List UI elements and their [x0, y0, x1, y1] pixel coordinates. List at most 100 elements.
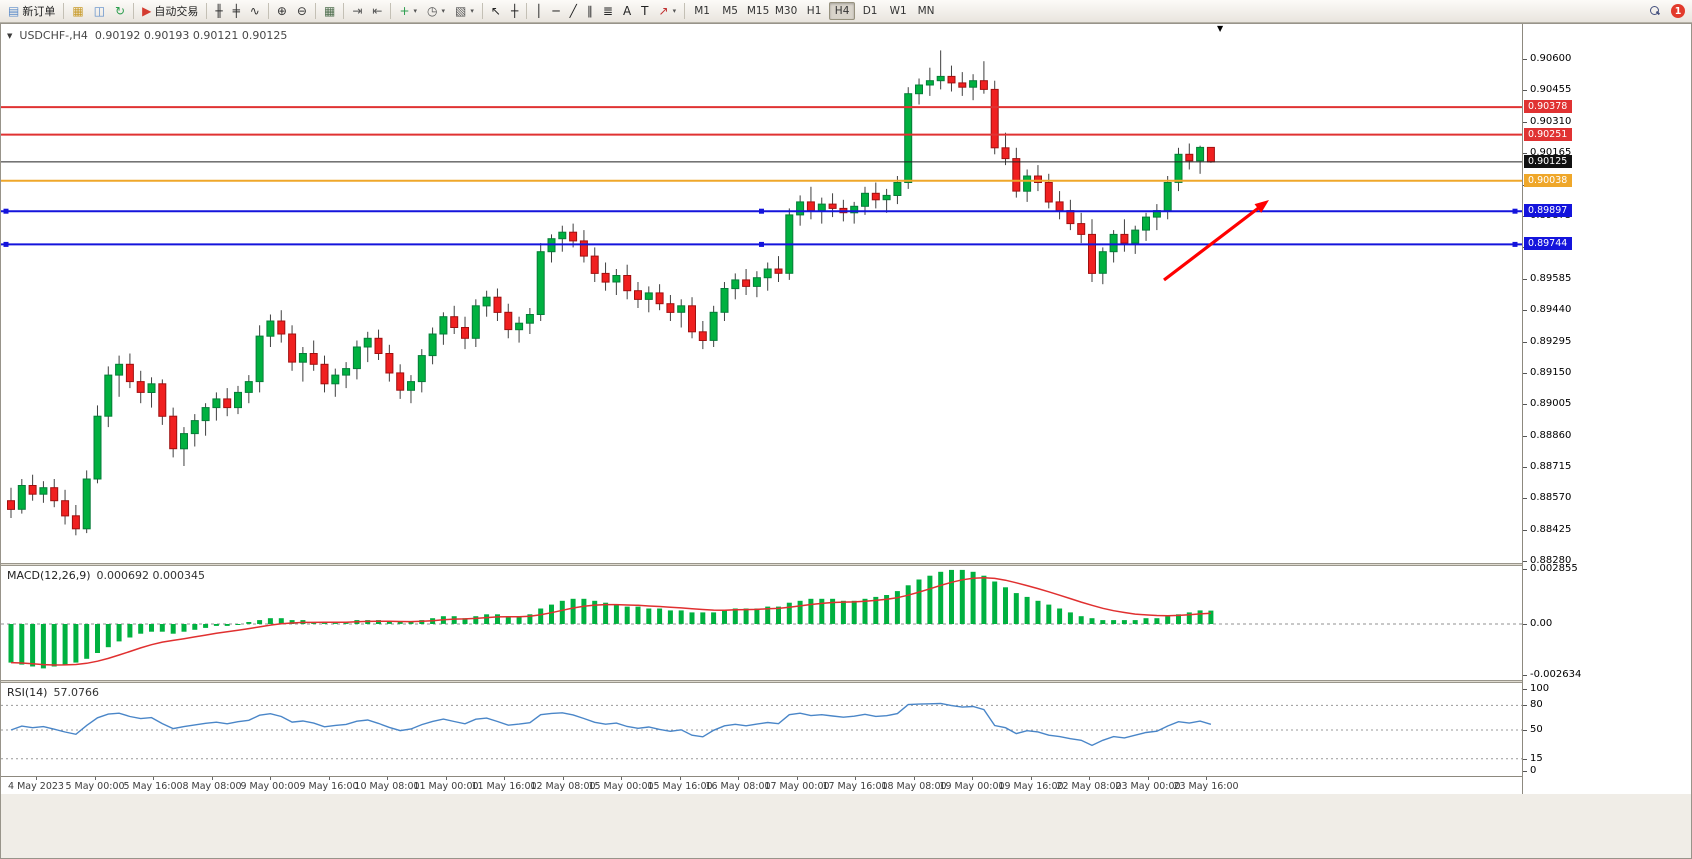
line-handle[interactable]	[759, 241, 764, 247]
price-level-flag: 0.90251	[1524, 128, 1572, 141]
timeframe-h1-button[interactable]: H1	[801, 2, 827, 20]
rsi-axis: 100 80 50 15 0	[1523, 683, 1691, 776]
cursor-button[interactable]: ↖	[486, 2, 506, 21]
templates-button[interactable]: ▧ ▾	[450, 2, 479, 21]
axis-divider	[1522, 24, 1523, 794]
timeframe-m30-button[interactable]: M30	[773, 2, 799, 20]
line-handle[interactable]	[759, 208, 764, 214]
time-label: 12 May 08:00	[530, 781, 596, 792]
macd-tick-label: -0.002634	[1530, 669, 1582, 680]
line-handle[interactable]	[1512, 241, 1518, 247]
axis-tick	[1523, 467, 1527, 468]
refresh-button[interactable]: ↻	[110, 2, 130, 21]
trendline-icon: ╱	[569, 4, 577, 18]
channel-button[interactable]: ∥	[582, 2, 598, 21]
axis-tick	[1523, 730, 1527, 731]
time-axis[interactable]: 4 May 2023 5 May 00:00 5 May 16:00 8 May 08…	[1, 776, 1691, 794]
macd-chart	[1, 569, 1522, 669]
axis-tick	[1523, 90, 1527, 91]
toolbar-separator	[63, 3, 65, 19]
market-watch-button[interactable]: ▦	[67, 2, 88, 21]
line-handle[interactable]	[3, 208, 9, 214]
toolbar-separator	[684, 3, 686, 19]
axis-tick	[1523, 569, 1527, 570]
crosshair-button[interactable]: ┼	[506, 2, 523, 21]
macd-tick-label: 0.00	[1530, 618, 1553, 629]
axis-tick	[1523, 624, 1527, 625]
bar-chart-button[interactable]: ╫	[210, 2, 227, 21]
pane-splitter[interactable]	[1, 680, 1691, 683]
fibonacci-button[interactable]: ≣	[598, 2, 618, 21]
toolbar-right: 1	[1645, 2, 1689, 21]
toolbar-buttons: ▤ 新订单 ▦ ◫ ↻ ▶ 自动交易 ╫ ╪ ∿ ⊕ ⊖ ▦ ⇥ ⇤ + ▾ ◷ ▾ ▧ ▾ ↖ ┼ │ ─ ╱ ∥ ≣ A T ↗ ▾ M1 M…	[3, 0, 940, 22]
axis-tick	[1523, 675, 1527, 676]
auto-scroll-button[interactable]: ⇥	[347, 2, 367, 21]
price-tick-label: 0.89295	[1530, 336, 1572, 347]
new-order-button[interactable]: ▤ 新订单	[3, 2, 60, 21]
time-tick	[153, 777, 154, 780]
dropdown-caret-icon: ▾	[470, 7, 474, 15]
time-label: 11 May 00:00	[413, 781, 479, 792]
price-axis-column[interactable]: 0.906000.904550.903100.901650.900200.898…	[1523, 24, 1691, 794]
search-button[interactable]	[1645, 2, 1665, 21]
chart-collapse-icon[interactable]: ▼	[7, 31, 13, 40]
text-label-button[interactable]: T	[636, 2, 653, 21]
arrows-icon: ↗	[658, 4, 669, 18]
zoom-in-button[interactable]: ⊕	[272, 2, 292, 21]
line-handle[interactable]	[3, 241, 9, 247]
timeframe-m5-button[interactable]: M5	[717, 2, 743, 20]
arrows-button[interactable]: ↗ ▾	[654, 2, 682, 21]
line-chart-button[interactable]: ∿	[245, 2, 265, 21]
trendline-button[interactable]: ╱	[565, 2, 582, 21]
indicators-button[interactable]: + ▾	[394, 2, 422, 21]
timeframe-m1-button[interactable]: M1	[689, 2, 715, 20]
chart-shift-marker[interactable]: ▼	[1217, 24, 1224, 33]
text-button[interactable]: A	[618, 2, 636, 21]
axis-tick	[1523, 310, 1527, 311]
timeframe-d1-button[interactable]: D1	[857, 2, 883, 20]
tile-windows-button[interactable]: ▦	[319, 2, 340, 21]
toolbar-separator	[526, 3, 528, 19]
timeframe-h4-button[interactable]: H4	[829, 2, 856, 20]
candlestick-chart-button[interactable]: ╪	[228, 2, 245, 21]
time-label: 17 May 00:00	[764, 781, 830, 792]
timeframe-m15-button[interactable]: M15	[745, 2, 771, 20]
toolbar: ▤ 新订单 ▦ ◫ ↻ ▶ 自动交易 ╫ ╪ ∿ ⊕ ⊖ ▦ ⇥ ⇤ + ▾ ◷ ▾ ▧ ▾ ↖ ┼ │ ─ ╱ ∥ ≣ A T ↗ ▾ M1 M…	[0, 0, 1692, 23]
new-order-label: 新订单	[22, 5, 56, 18]
macd-axis: 0.002855 0.00 -0.002634	[1523, 563, 1691, 680]
price-level-flag: 0.89897	[1524, 204, 1572, 217]
price-axis: 0.906000.904550.903100.901650.900200.898…	[1523, 24, 1691, 566]
time-tick	[387, 777, 388, 780]
trend-arrow[interactable]	[1163, 200, 1269, 282]
axis-tick	[1523, 373, 1527, 374]
horizontal-line-button[interactable]: ─	[547, 2, 564, 21]
zoom-out-button[interactable]: ⊖	[292, 2, 312, 21]
toolbar-separator	[481, 3, 483, 19]
bar-chart-icon: ╫	[215, 4, 223, 18]
text-label-icon: T	[641, 4, 649, 18]
rsi-pane[interactable]: RSI(14) 57.0766	[1, 683, 1522, 776]
channel-icon: ∥	[586, 4, 593, 18]
auto-trading-button[interactable]: ▶ 自动交易	[137, 2, 203, 21]
price-pane[interactable]: ▼ USDCHF-,H4 0.90192 0.90193 0.90121 0.9…	[1, 24, 1522, 563]
toolbar-separator	[267, 3, 269, 19]
indicators-icon: +	[399, 4, 410, 18]
timeframe-mn-button[interactable]: MN	[913, 2, 939, 20]
time-label: 23 May 16:00	[1173, 781, 1239, 792]
periods-button[interactable]: ◷ ▾	[422, 2, 450, 21]
vertical-line-button[interactable]: │	[530, 2, 547, 21]
chart-shift-button[interactable]: ⇤	[367, 2, 387, 21]
macd-values: 0.000692 0.000345	[96, 569, 206, 582]
pane-splitter[interactable]	[1, 563, 1691, 566]
chart-title: ▼ USDCHF-,H4 0.90192 0.90193 0.90121 0.9…	[7, 29, 287, 42]
notifications-badge[interactable]: 1	[1671, 4, 1685, 18]
macd-label: MACD(12,26,9) 0.000692 0.000345	[7, 569, 205, 582]
price-tick-label: 0.89585	[1530, 273, 1572, 284]
line-handle[interactable]	[1512, 208, 1518, 214]
data-window-button[interactable]: ◫	[89, 2, 110, 21]
macd-pane[interactable]: MACD(12,26,9) 0.000692 0.000345	[1, 566, 1522, 680]
time-label: 11 May 16:00	[471, 781, 537, 792]
timeframe-w1-button[interactable]: W1	[885, 2, 911, 20]
axis-tick	[1523, 153, 1527, 154]
auto-trading-label: 自动交易	[154, 5, 199, 18]
